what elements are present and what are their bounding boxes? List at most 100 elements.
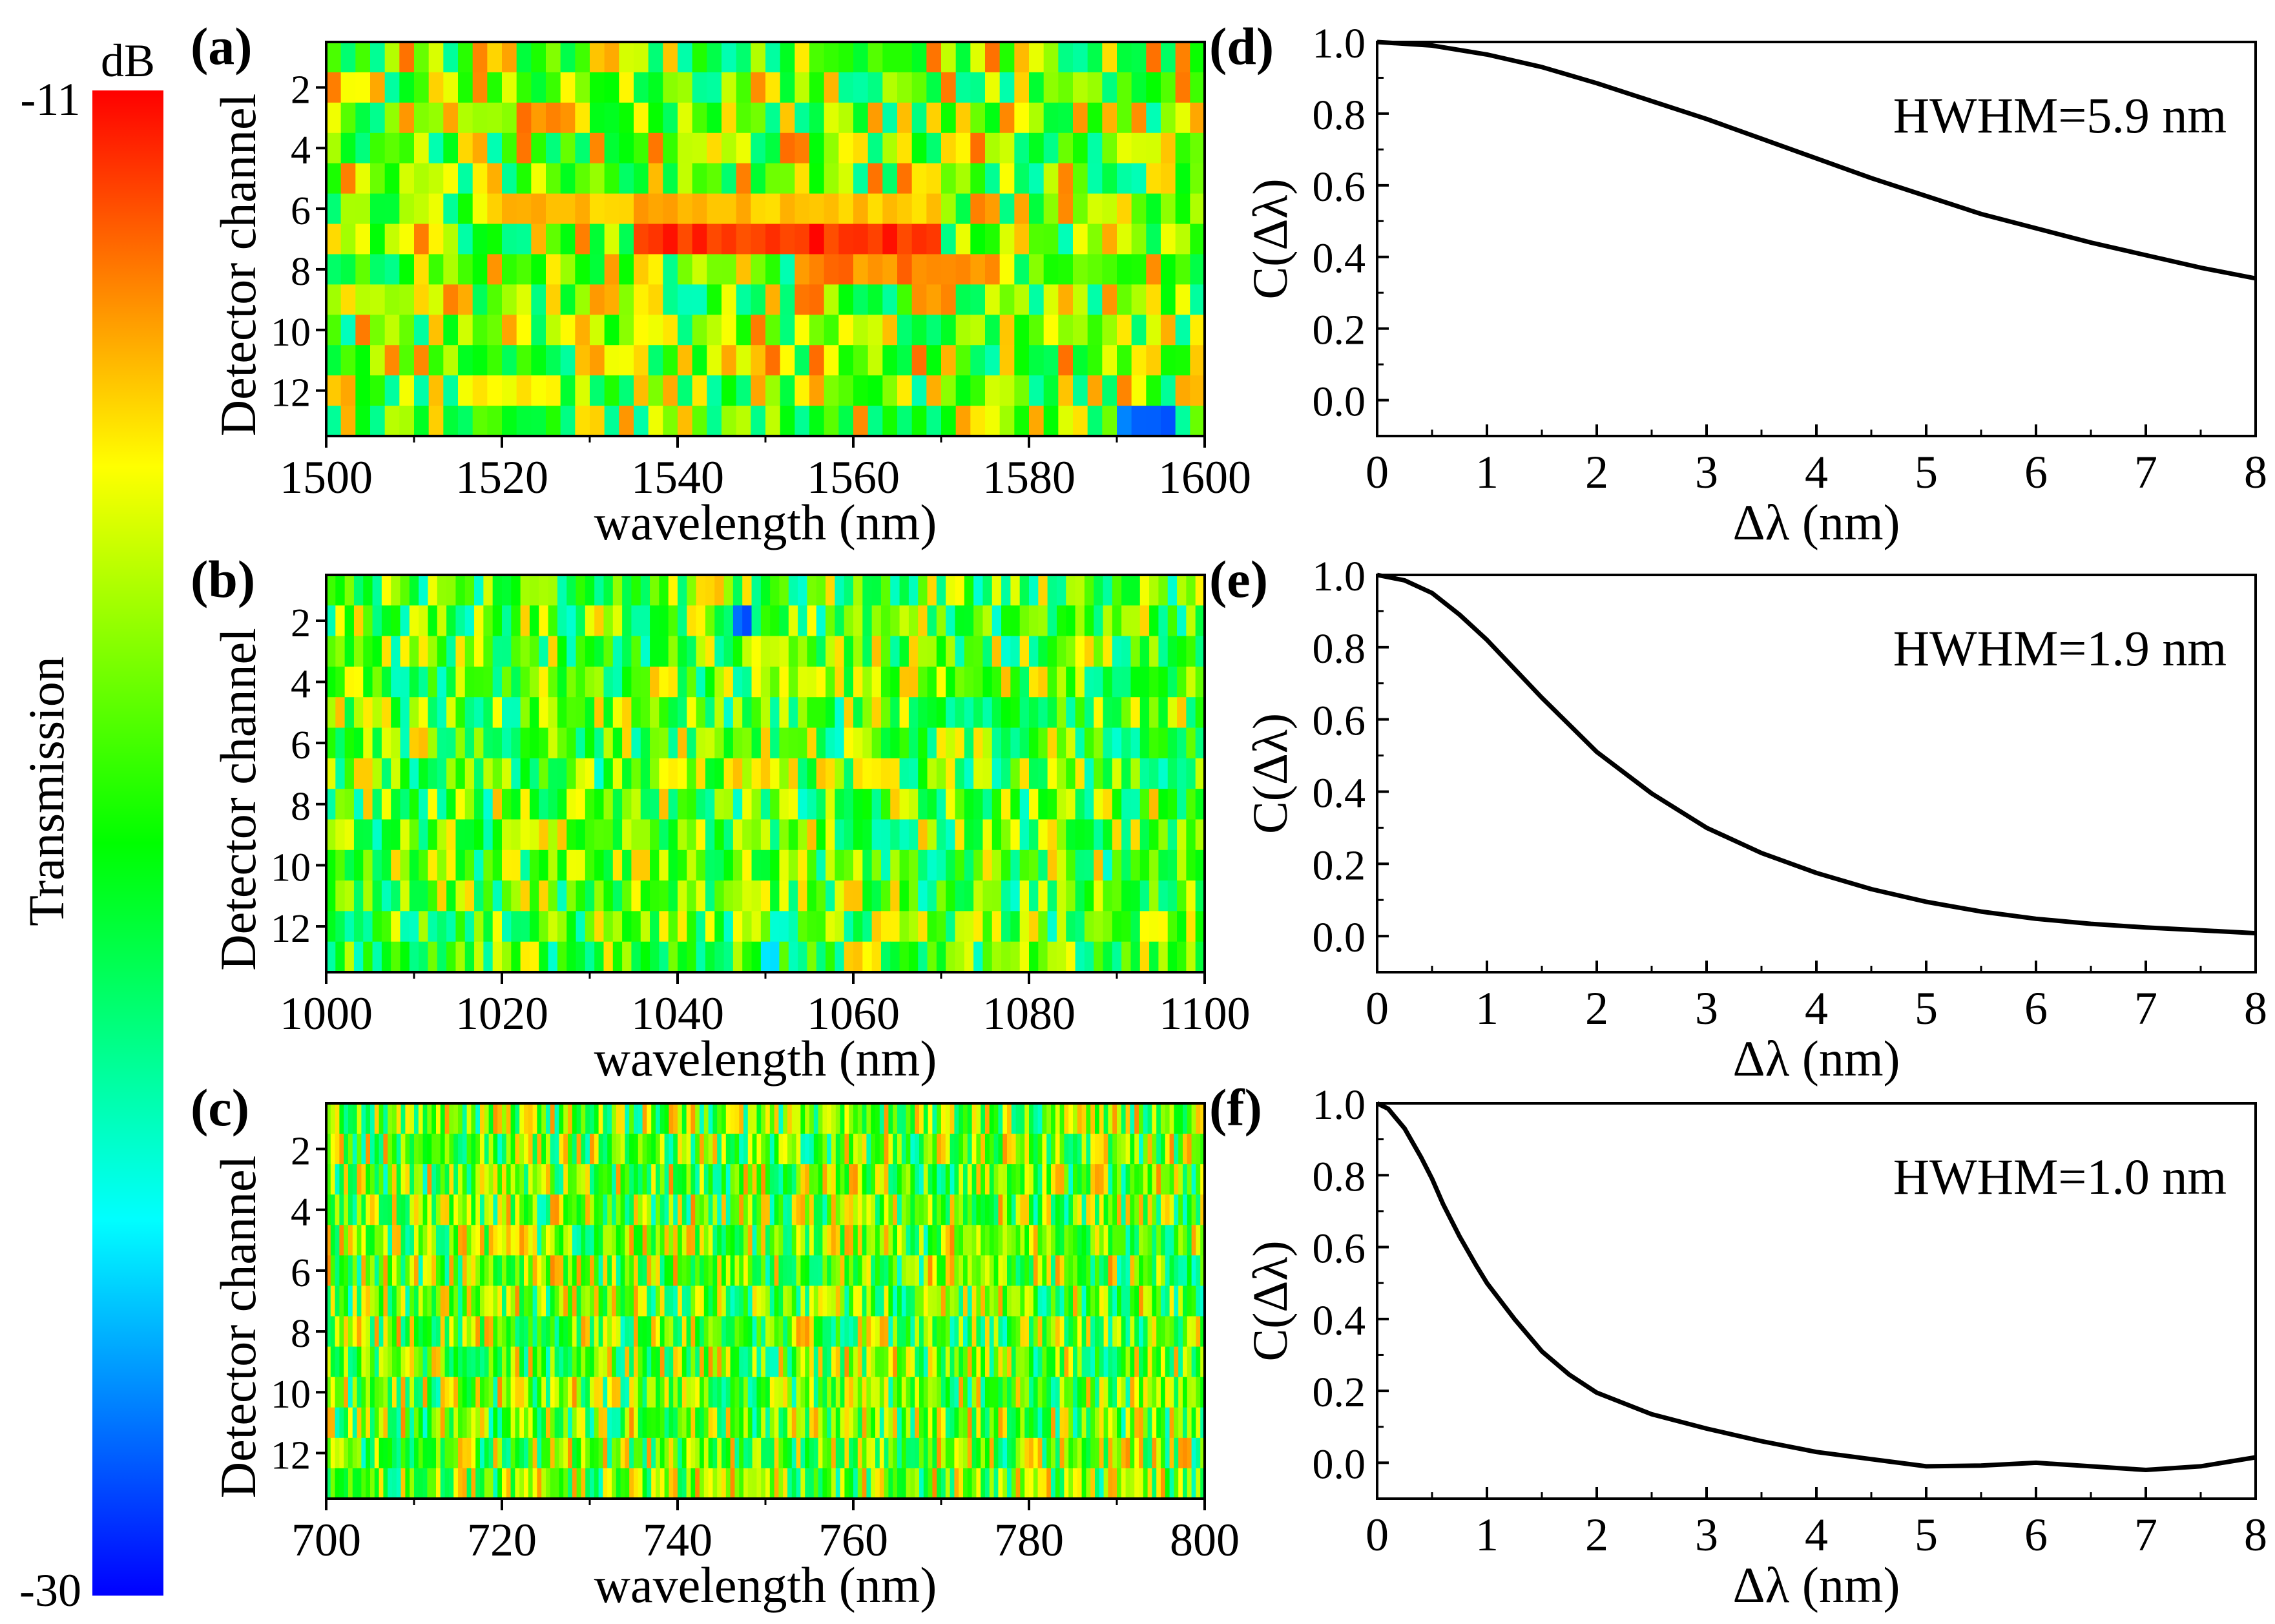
heatmap-cell	[928, 1316, 933, 1348]
heatmap-cell	[603, 697, 614, 729]
heatmap-cell	[1191, 1316, 1196, 1348]
heatmap-cell	[1019, 605, 1030, 637]
heatmap-cell	[752, 1164, 757, 1195]
heatmap-cell	[598, 1286, 603, 1317]
heatmap-cell	[982, 727, 993, 759]
heatmap-cell	[519, 1286, 525, 1317]
heatmap-cell	[906, 1134, 911, 1165]
heatmap-cell	[742, 819, 753, 851]
heatmap-cell	[964, 758, 974, 789]
heatmap-cell	[853, 72, 869, 103]
heatmap-cell	[575, 42, 590, 73]
heatmap-cell	[548, 575, 558, 606]
heatmap-cell	[1167, 727, 1178, 759]
heatmap-cell	[449, 1164, 454, 1195]
heatmap-cell	[919, 1437, 924, 1469]
heatmap-cell	[923, 1255, 929, 1287]
heatmap-cell	[884, 1225, 889, 1256]
heatmap-cell	[585, 666, 595, 698]
heatmap-cell	[867, 224, 883, 255]
heatmap-cell	[901, 1346, 907, 1378]
heatmap-cell	[603, 758, 614, 789]
heatmap-cell	[642, 1286, 647, 1317]
heatmap-cell	[687, 727, 697, 759]
heatmap-cell	[751, 224, 766, 255]
heatmap-cell	[1087, 132, 1103, 164]
heatmap-cell	[695, 1468, 700, 1499]
heatmap-cell	[985, 1194, 990, 1225]
heatmap-cell	[550, 1255, 556, 1287]
heatmap-cell	[458, 284, 473, 315]
heatmap-cell	[1055, 1255, 1061, 1287]
heatmap-cell	[462, 1468, 468, 1499]
heatmap-cell	[880, 819, 891, 851]
heatmap-cell	[647, 1377, 652, 1408]
heatmap-cell	[732, 697, 743, 729]
heatmap-cell	[696, 666, 706, 698]
heatmap-cell	[695, 1194, 700, 1225]
heatmap-cell	[805, 1164, 810, 1195]
heatmap-cell	[926, 163, 942, 194]
heatmap-cell	[554, 1103, 559, 1134]
heatmap-cell	[1178, 1437, 1183, 1469]
heatmap-cell	[604, 254, 619, 285]
heatmap-cell	[714, 789, 725, 820]
heatmap-cell	[888, 1255, 893, 1287]
heatmap-cell	[963, 1255, 968, 1287]
heatmap-cell	[1059, 1437, 1065, 1469]
heatmap-cell	[686, 1437, 691, 1469]
heatmap-cell	[541, 1316, 546, 1348]
heatmap-cell	[946, 880, 956, 911]
heatmap-cell	[474, 758, 484, 789]
heatmap-cell	[531, 375, 546, 406]
heatmap-cell	[604, 102, 619, 134]
heatmap-cell	[1075, 880, 1085, 911]
heatmap-cell	[1029, 1286, 1034, 1317]
heatmap-cell	[650, 941, 660, 973]
heatmap-cell	[687, 819, 697, 851]
heatmap-cell	[474, 911, 484, 942]
heatmap-cell	[399, 193, 415, 225]
y-tick-label: 8	[291, 1312, 311, 1356]
heatmap-cell	[875, 1103, 880, 1134]
heatmap-cell	[1103, 697, 1113, 729]
heatmap-cell	[532, 1164, 537, 1195]
heatmap-cell	[1042, 1134, 1047, 1165]
heatmap-cell	[998, 1134, 1003, 1165]
heatmap-cell	[1125, 1468, 1130, 1499]
heatmap-cell	[959, 1164, 964, 1195]
heatmap-cell	[622, 880, 632, 911]
heatmap-cell	[546, 284, 561, 315]
heatmap-cell	[396, 1164, 402, 1195]
heatmap-cell	[964, 666, 974, 698]
heatmap-cell	[330, 1134, 336, 1165]
heatmap-cell	[1059, 1164, 1065, 1195]
heatmap-cell	[453, 1346, 459, 1378]
heatmap-cell	[400, 819, 410, 851]
heatmap-cell	[722, 315, 737, 346]
heatmap-cell	[831, 1437, 836, 1469]
heatmap-cell	[1130, 697, 1141, 729]
heatmap-cell	[955, 72, 971, 103]
heatmap-cell	[1073, 315, 1088, 346]
heatmap-cell	[862, 789, 873, 820]
heatmap-cell	[631, 666, 641, 698]
heatmap-cell	[629, 1103, 634, 1134]
heatmap-cell	[700, 1407, 705, 1439]
heatmap-cell	[326, 758, 336, 789]
heatmap-cell	[396, 1468, 402, 1499]
heatmap-cell	[714, 880, 725, 911]
heatmap-cell	[616, 1194, 621, 1225]
heatmap-cell	[919, 1103, 924, 1134]
heatmap-cell	[634, 1286, 639, 1317]
heatmap-cell	[642, 1164, 647, 1195]
heatmap-cell	[687, 605, 697, 637]
heatmap-cell	[335, 1346, 340, 1378]
heatmap-cell	[355, 132, 371, 164]
heatmap-cell	[453, 1103, 459, 1134]
heatmap-cell	[1038, 849, 1048, 881]
heatmap-cell	[959, 1255, 964, 1287]
heatmap-cell	[446, 636, 457, 667]
heatmap-cell	[1001, 849, 1011, 881]
heatmap-cell	[510, 1103, 515, 1134]
